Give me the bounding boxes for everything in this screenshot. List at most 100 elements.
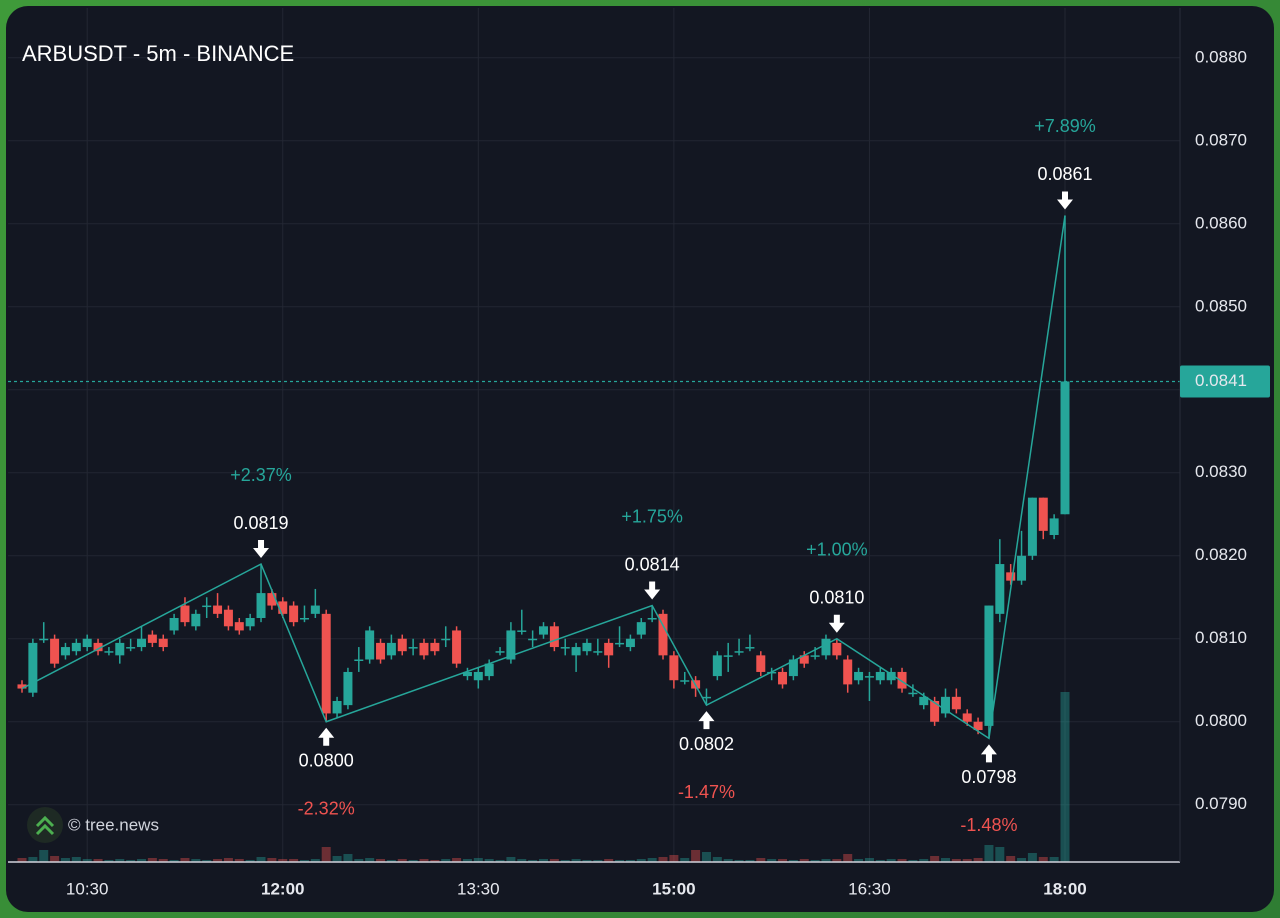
candle-body xyxy=(506,630,516,660)
candle-body xyxy=(299,618,309,620)
candle-body xyxy=(50,638,60,664)
candle-body xyxy=(1038,497,1048,531)
candle-body xyxy=(908,692,918,695)
volume-bar xyxy=(658,857,668,862)
pivot-price-label: 0.0798 xyxy=(961,767,1016,787)
grid xyxy=(8,8,1180,862)
volume-bar xyxy=(278,859,288,862)
candle-body xyxy=(680,680,690,682)
volume-bar xyxy=(495,860,505,862)
volume-bar xyxy=(386,860,396,862)
candle-body xyxy=(799,655,809,664)
volume-layer xyxy=(17,692,1070,862)
volume-bar xyxy=(680,858,690,862)
volume-bar xyxy=(908,860,918,862)
candle-body xyxy=(625,638,635,648)
volume-bar xyxy=(137,859,147,862)
candle-body xyxy=(701,696,711,699)
candle-body xyxy=(462,671,472,677)
candle-body xyxy=(1017,555,1027,581)
volume-bar xyxy=(582,860,592,862)
candle-body xyxy=(930,700,940,722)
candle-body xyxy=(180,605,190,623)
y-tick-label: 0.0820 xyxy=(1195,545,1247,564)
volume-bar xyxy=(593,860,603,862)
pivot-change-label: -1.47% xyxy=(678,782,735,802)
candle-body xyxy=(28,642,38,693)
candle-body xyxy=(202,605,212,608)
candle-body xyxy=(745,647,755,649)
volume-bar xyxy=(940,858,950,862)
watermark-text: © tree.news xyxy=(68,815,159,834)
volume-bar xyxy=(821,859,831,862)
chart-panel xyxy=(6,6,1274,912)
candle-body xyxy=(376,642,386,660)
pivot-arrow xyxy=(1057,191,1073,210)
volume-bar xyxy=(962,859,972,862)
volume-bar xyxy=(604,859,614,862)
x-tick-label: 10:30 xyxy=(66,879,109,898)
candle-body xyxy=(560,647,570,649)
volume-bar xyxy=(147,858,157,862)
candle-body xyxy=(788,659,798,677)
volume-bar xyxy=(441,859,451,862)
candle-body xyxy=(213,605,223,614)
volume-bar xyxy=(615,860,625,862)
candle-body xyxy=(169,618,179,631)
candle-body xyxy=(604,642,614,656)
volume-bar xyxy=(919,859,929,862)
volume-bar xyxy=(539,859,548,862)
candle-body xyxy=(919,696,929,706)
volume-bar xyxy=(256,857,266,862)
y-tick-label: 0.0870 xyxy=(1195,130,1247,149)
candle-body xyxy=(669,655,679,681)
volume-bar xyxy=(169,860,179,862)
candle-body xyxy=(419,642,429,656)
volume-bar xyxy=(452,858,462,862)
x-tick-label: 13:30 xyxy=(457,879,500,898)
pivot-arrow xyxy=(318,727,335,746)
volume-bar xyxy=(321,847,331,862)
volume-bar xyxy=(1060,692,1070,862)
y-tick-label: 0.0790 xyxy=(1195,794,1247,813)
volume-bar xyxy=(332,856,342,862)
candle-body xyxy=(332,700,342,714)
candle-body xyxy=(940,696,950,714)
candle-body xyxy=(267,593,277,606)
pivot-change-label: +1.00% xyxy=(806,539,868,559)
y-tick-label: 0.0880 xyxy=(1195,47,1247,66)
zigzag-line xyxy=(21,215,1066,740)
volume-bar xyxy=(484,859,494,862)
candle-body xyxy=(734,651,744,653)
pivot-change-label: -2.32% xyxy=(298,798,355,818)
volume-bar xyxy=(799,859,809,862)
candle-body xyxy=(528,638,538,641)
candle-body xyxy=(93,642,103,652)
volume-bar xyxy=(951,859,961,862)
candle-body xyxy=(256,593,266,618)
volume-bar xyxy=(245,860,255,862)
volume-bar xyxy=(517,859,527,862)
volume-bar xyxy=(234,859,244,862)
volume-bar xyxy=(549,859,559,862)
candle-body xyxy=(821,638,831,656)
volume-bar xyxy=(462,859,472,862)
candle-body xyxy=(864,676,874,678)
volume-bar xyxy=(39,850,49,862)
candle-body xyxy=(1006,572,1016,581)
volume-bar xyxy=(202,860,212,862)
candle-body xyxy=(854,671,864,681)
volume-bar xyxy=(376,859,386,862)
candle-body xyxy=(289,605,299,623)
volume-bar xyxy=(1006,856,1016,862)
pivot-change-label: +7.89% xyxy=(1034,116,1096,136)
volume-bar xyxy=(343,854,353,862)
candle-body xyxy=(408,647,418,649)
pivot-arrow xyxy=(253,540,270,559)
x-tick-label: 18:00 xyxy=(1043,879,1086,898)
volume-bar xyxy=(126,860,136,862)
volume-bar xyxy=(82,859,92,862)
last-price-label: 0.0841 xyxy=(1195,371,1247,390)
volume-bar xyxy=(745,860,755,862)
